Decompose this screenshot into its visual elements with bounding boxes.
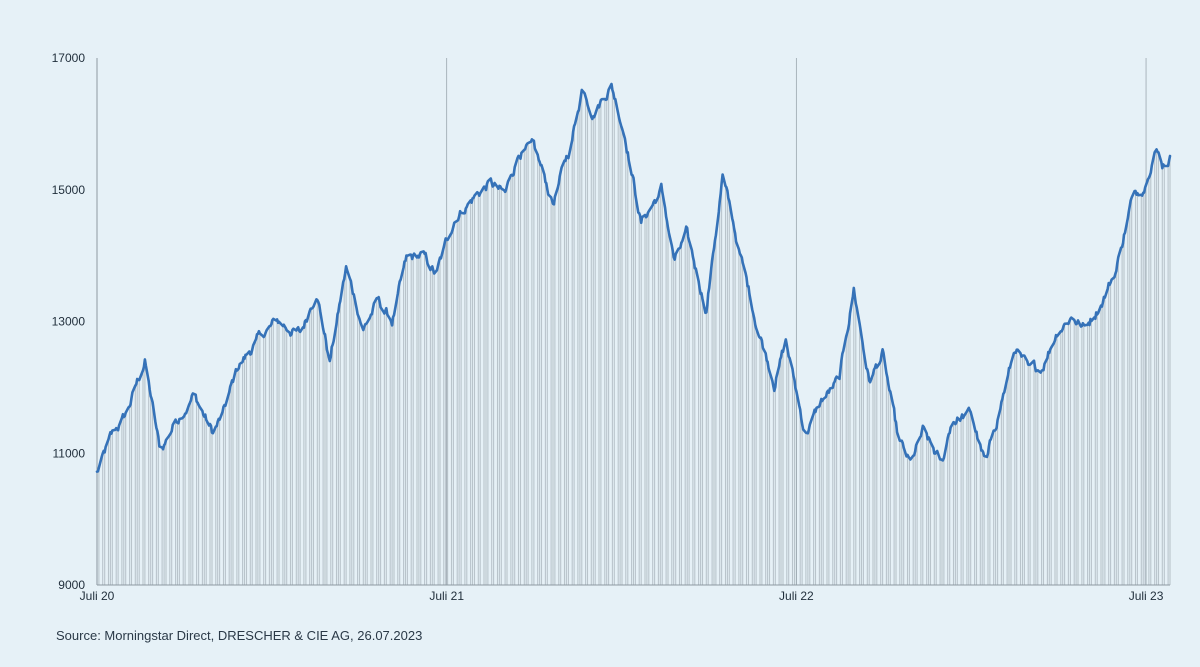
y-tick-label: 13000 — [52, 315, 86, 329]
bar-texture-layer — [96, 89, 1171, 585]
axes: 9000 11000 13000 15000 17000 Juli 20 Juli 21 Ju… — [52, 51, 1170, 603]
y-tick-label: 17000 — [52, 51, 86, 65]
x-tick-label: Juli 22 — [779, 589, 814, 603]
series-layer — [95, 82, 1172, 473]
y-tick-label: 9000 — [58, 578, 85, 592]
y-tick-label: 15000 — [52, 183, 86, 197]
x-tick-label: Juli 21 — [429, 589, 464, 603]
y-tick-label: 11000 — [53, 446, 86, 460]
x-tick-label: Juli 23 — [1129, 589, 1164, 603]
series-line — [95, 82, 1172, 473]
source-note: Source: Morningstar Direct, DRESCHER & C… — [56, 628, 423, 643]
x-tick-label: Juli 20 — [80, 589, 115, 603]
